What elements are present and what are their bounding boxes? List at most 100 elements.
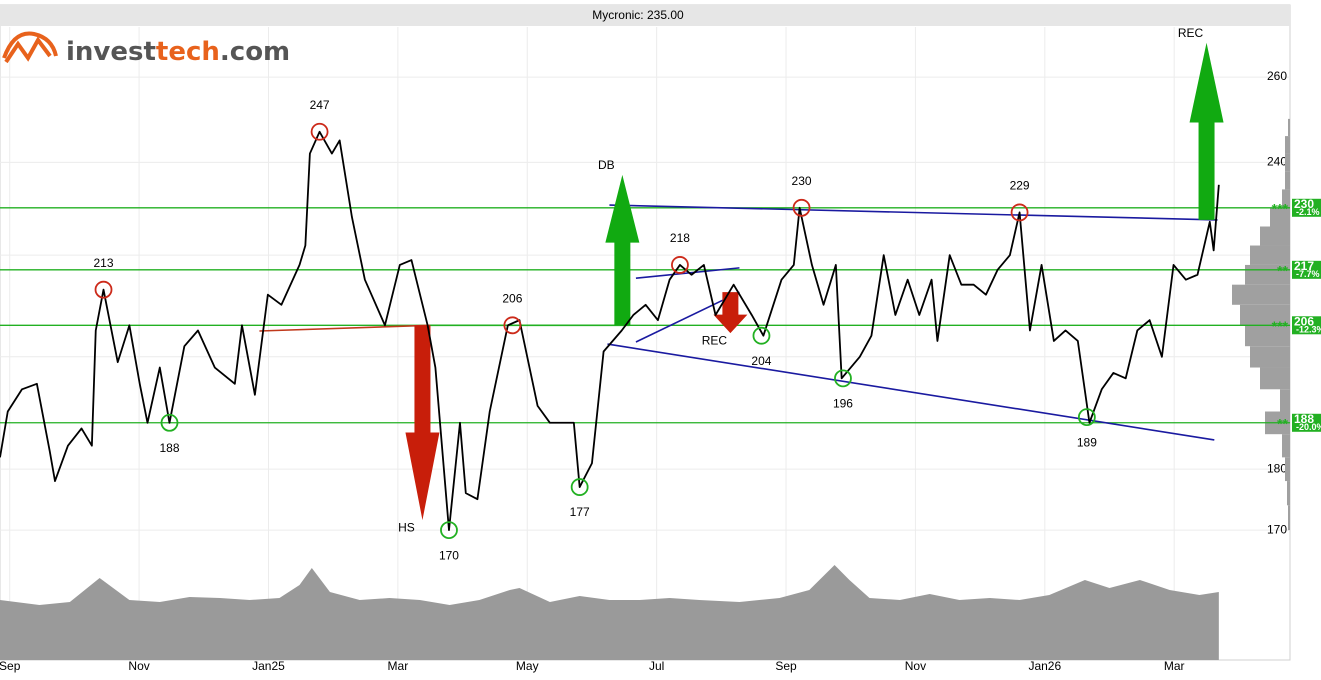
turning-point-label: 196 (833, 397, 853, 411)
volume-profile-bar (1232, 284, 1290, 305)
volume-profile-bar (1285, 171, 1290, 190)
level-value: 188 (1294, 412, 1314, 426)
logo-zigzag (4, 36, 52, 64)
level-value: 206 (1294, 314, 1314, 328)
turning-point-label: 206 (502, 291, 522, 305)
signal-label: DB (598, 158, 615, 172)
x-tick-label: Jul (649, 659, 664, 673)
x-tick-label: Nov (128, 659, 149, 673)
volume-profile-bar (1285, 136, 1290, 154)
level-stars: ** (1277, 415, 1288, 431)
volume-profile-bar (1287, 481, 1290, 506)
y-tick-label: 180 (1267, 461, 1287, 475)
level-change: -2.1% (1296, 207, 1320, 217)
y-tick-label: 240 (1267, 155, 1287, 169)
logo-part: invest (66, 37, 156, 67)
logo-text: investtech.com (66, 37, 290, 67)
turning-point (1077, 408, 1096, 427)
signal-label: HS (398, 520, 415, 534)
volume-profile-bar (1282, 189, 1290, 208)
chart-title: Mycronic: 235.00 (592, 8, 684, 22)
signal-label: REC (702, 333, 728, 347)
x-tick-label: Sep (0, 659, 21, 673)
turning-point (671, 256, 689, 274)
signal-arrow (405, 325, 440, 521)
logo-arc (2, 31, 58, 59)
turning-point-label: 189 (1077, 435, 1097, 449)
x-tick-label: Mar (1164, 659, 1185, 673)
level-stars: ** (1277, 263, 1288, 279)
volume-profile-bar (1288, 118, 1290, 137)
turning-point (752, 326, 771, 345)
level-box (1292, 316, 1321, 335)
volume-profile-bar (1288, 505, 1290, 531)
x-tick-label: Jan25 (252, 659, 285, 673)
volume-profile-bar (1240, 304, 1290, 326)
turning-point (503, 316, 522, 335)
level-change: -20.0% (1296, 422, 1321, 432)
signal-arrow (1189, 42, 1224, 220)
turning-point (834, 369, 852, 388)
turning-point-label: 247 (310, 98, 330, 112)
trendline (607, 343, 1215, 441)
plot-frame (0, 4, 1291, 661)
turning-point-label: 188 (159, 441, 179, 455)
volume-profile-bar (1260, 226, 1290, 246)
turning-point (570, 478, 589, 496)
trendline (259, 324, 430, 332)
x-tick-label: Jan26 (1028, 659, 1061, 673)
signal-arrow (713, 292, 748, 334)
trendline (635, 291, 740, 343)
y-tick-label: 260 (1267, 69, 1287, 83)
turning-point (160, 413, 179, 432)
turning-point-label: 204 (751, 354, 771, 368)
turning-point-label: 170 (439, 548, 459, 562)
turning-point-label: 229 (1010, 179, 1030, 193)
plot-layer: Sep Nov Jan25 Mar May Jul Sep Nov Jan26 Mar 170 180… (0, 26, 1321, 673)
turning-point (792, 198, 811, 217)
signal-label: REC (1178, 26, 1204, 40)
level-box (1292, 260, 1321, 279)
level-box (1292, 413, 1321, 432)
volume-area (0, 565, 1219, 660)
level-stars: *** (1272, 318, 1289, 334)
turning-point (94, 280, 113, 299)
x-tick-label: Mar (388, 659, 409, 673)
signal-arrow (605, 174, 640, 326)
volume-profile-bar (1285, 457, 1290, 482)
x-tick-label: May (516, 659, 539, 673)
price-line (0, 130, 1220, 531)
turning-point (440, 521, 458, 539)
volume-profile-bar (1282, 434, 1290, 458)
x-tick-label: Sep (775, 659, 797, 673)
level-box (1292, 198, 1321, 217)
trendline (609, 204, 1218, 221)
turning-point-label: 218 (670, 231, 690, 245)
logo-part: tech (156, 37, 220, 67)
logo: investtech.com (2, 31, 290, 67)
volume-profile-bar (1285, 153, 1290, 172)
volume-profile-bar (1260, 367, 1290, 390)
turning-point (1010, 203, 1029, 222)
level-change: -12.3% (1296, 325, 1321, 335)
logo-part: .com (220, 37, 290, 67)
turning-point-label: 177 (570, 505, 590, 519)
turning-point-label: 230 (792, 174, 812, 188)
volume-profile-bar (1250, 245, 1290, 265)
turning-point-label: 213 (93, 256, 113, 270)
y-tick-label: 170 (1267, 522, 1287, 536)
level-value: 230 (1294, 197, 1314, 211)
volume-profile-bar (1250, 346, 1290, 368)
title-bar (0, 5, 1290, 26)
level-value: 217 (1294, 259, 1314, 273)
level-change: -7.7% (1296, 269, 1320, 279)
volume-profile-bar (1270, 207, 1290, 227)
turning-point (310, 122, 329, 141)
volume-profile-bar (1245, 325, 1290, 347)
trendline (635, 267, 740, 280)
volume-profile-bar (1280, 389, 1290, 412)
x-tick-label: Nov (905, 659, 926, 673)
level-stars: *** (1272, 200, 1289, 216)
